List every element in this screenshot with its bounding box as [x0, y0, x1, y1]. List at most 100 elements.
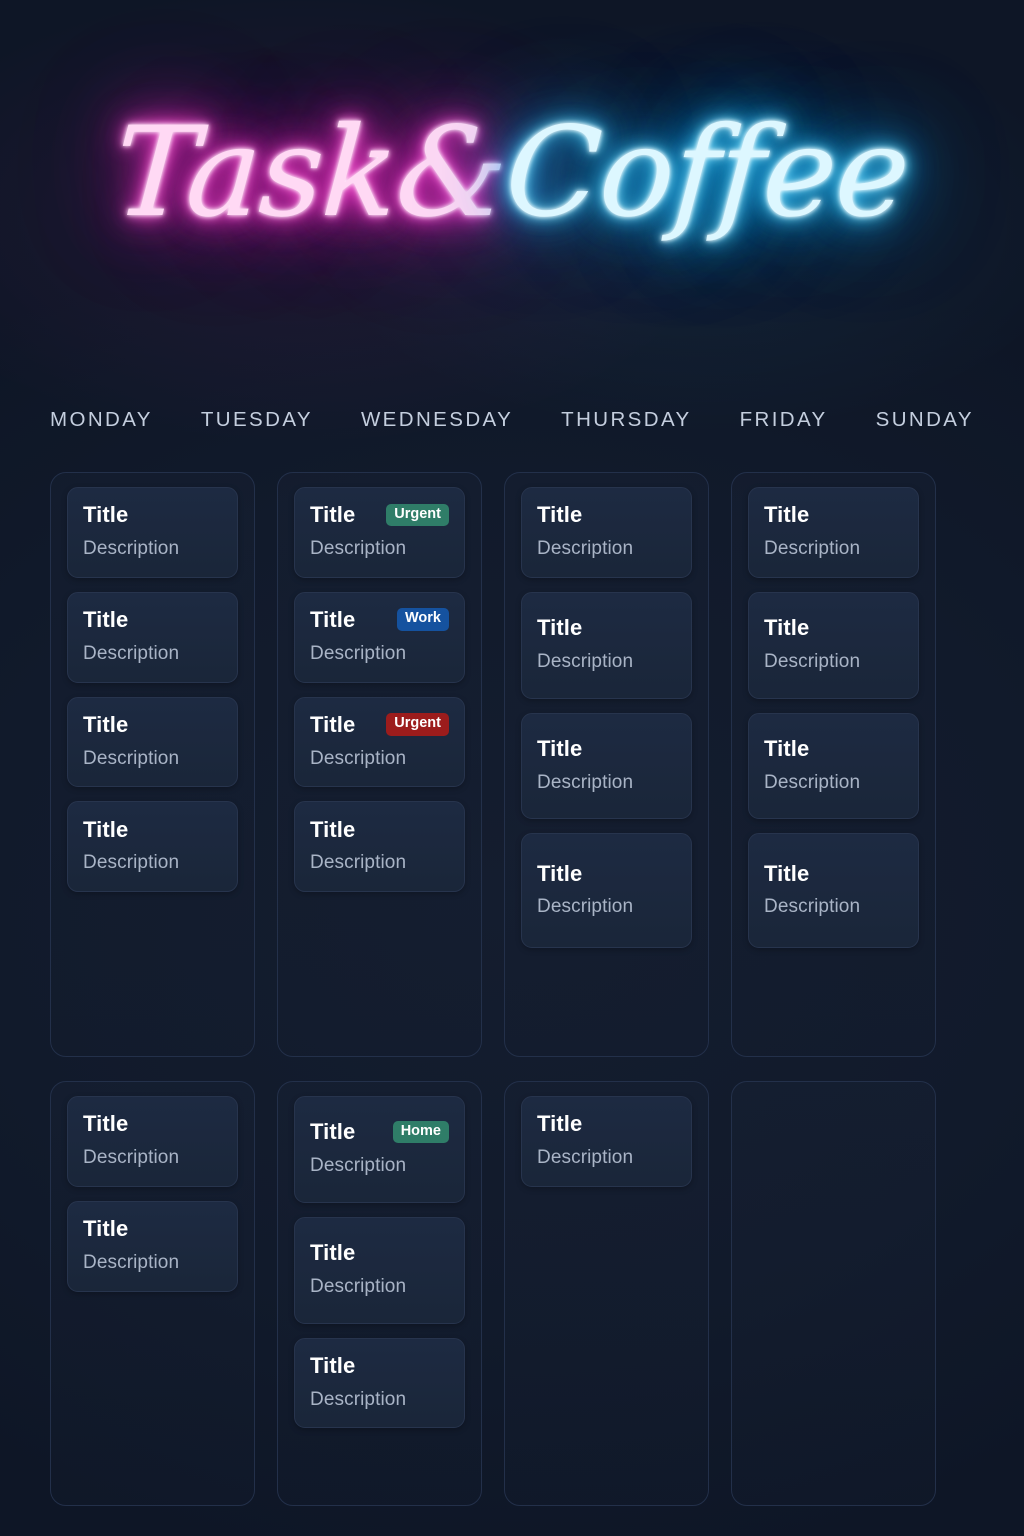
task-card-description: Description — [537, 771, 634, 793]
task-card-title: Title — [310, 1352, 356, 1378]
task-badge-home[interactable]: Home — [392, 1120, 449, 1144]
day-header-row: MONDAY TUESDAY WEDNESDAY THURSDAY FRIDAY SUND… — [50, 408, 974, 432]
neon-title-banner: Task&Coffee — [0, 0, 1024, 382]
task-card-header: Title — [537, 502, 676, 528]
task-card-description: Description — [764, 650, 861, 672]
task-badge-urgent[interactable]: Urgent — [386, 713, 449, 737]
task-card-header: Title — [764, 615, 903, 641]
task-card[interactable]: Title Description — [67, 801, 238, 893]
task-badge-work[interactable]: Work — [397, 608, 449, 632]
task-card[interactable]: Title Description — [67, 1096, 238, 1187]
task-card-description: Description — [310, 1388, 407, 1410]
task-card-title: Title — [83, 502, 129, 528]
day-header-sunday[interactable]: SUNDAY — [875, 408, 974, 431]
task-card-header: Title — [764, 502, 903, 528]
task-card-description: Description — [310, 747, 407, 769]
task-card[interactable]: Title Description — [294, 1337, 465, 1429]
day-column-empty[interactable]: Title Description — [504, 1081, 709, 1506]
task-card-header: Title — [537, 1111, 676, 1137]
task-card-title: Title — [310, 502, 356, 528]
day-header-thursday[interactable]: THURSDAY — [561, 408, 692, 431]
task-card-header: Title — [764, 736, 903, 762]
task-card-description: Description — [310, 642, 407, 664]
task-card-description: Description — [83, 747, 180, 769]
task-card[interactable]: Title Description — [294, 1216, 465, 1324]
task-card-title: Title — [764, 502, 810, 528]
task-card[interactable]: Title Description — [521, 833, 692, 949]
task-card-title: Title — [310, 711, 356, 737]
task-card-header: Title — [537, 860, 676, 886]
task-card-title: Title — [764, 860, 810, 886]
task-card-title: Title — [537, 735, 583, 761]
task-card[interactable]: Title Home Description — [294, 1096, 465, 1203]
task-card-header: Title — [310, 816, 449, 842]
day-column-wednesday[interactable]: Title Description Title Description Title Des… — [504, 472, 709, 1057]
task-card-header: Title — [310, 1353, 449, 1379]
task-badge-urgent[interactable]: Urgent — [386, 503, 449, 527]
day-header-wednesday[interactable]: WEDNESDAY — [360, 408, 514, 431]
task-card[interactable]: Title Urgent Description — [294, 487, 465, 578]
task-card[interactable]: Title Description — [521, 591, 692, 699]
task-card-title: Title — [310, 607, 356, 633]
task-card-title: Title — [83, 607, 129, 633]
task-card-description: Description — [537, 1147, 634, 1168]
task-card[interactable]: Title Description — [748, 487, 919, 578]
task-card-title: Title — [83, 816, 129, 842]
app-title-coffee: Coffee — [501, 101, 914, 245]
task-card[interactable]: Title Description — [67, 591, 238, 683]
task-card[interactable]: Title Description — [748, 712, 919, 820]
task-card-description: Description — [83, 852, 180, 874]
task-card[interactable]: Title Description — [521, 487, 692, 578]
task-card[interactable]: Title Description — [67, 696, 238, 788]
task-card-description: Description — [537, 896, 634, 918]
task-card[interactable]: Title Description — [748, 833, 919, 949]
task-card[interactable]: Title Description — [67, 487, 238, 578]
task-card-description: Description — [537, 538, 634, 559]
task-card-title: Title — [83, 1216, 129, 1242]
day-column-monday[interactable]: Title Description Title Description Title Des… — [50, 472, 255, 1057]
task-card-title: Title — [310, 816, 356, 842]
task-card[interactable]: Title Description — [748, 591, 919, 699]
task-card-description: Description — [537, 650, 634, 672]
task-card-title: Title — [537, 502, 583, 528]
task-card-title: Title — [764, 735, 810, 761]
task-board: Title Description Title Description Title Des… — [50, 472, 974, 1506]
task-card[interactable]: Title Description — [67, 1200, 238, 1292]
day-column-friday[interactable]: Title Description Title Description — [50, 1081, 255, 1506]
day-header-friday[interactable]: FRIDAY — [739, 408, 828, 431]
task-card-header: Title — [537, 615, 676, 641]
task-card-header: Title — [310, 1240, 449, 1266]
task-card-title: Title — [537, 1111, 583, 1137]
task-card-description: Description — [764, 896, 861, 918]
task-card-description: Description — [764, 771, 861, 793]
task-card-header: Title Home — [310, 1119, 449, 1145]
day-column-empty[interactable] — [731, 1081, 936, 1506]
task-card-title: Title — [537, 615, 583, 641]
task-card-header: Title — [537, 736, 676, 762]
day-column-thursday[interactable]: Title Description Title Description Title Des… — [731, 472, 936, 1057]
task-card-description: Description — [83, 1147, 180, 1168]
task-card[interactable]: Title Work Description — [294, 591, 465, 683]
task-card-header: Title Urgent — [310, 502, 449, 528]
task-card-header: Title — [764, 860, 903, 886]
task-card[interactable]: Title Description — [294, 801, 465, 893]
task-card-description: Description — [310, 1275, 407, 1297]
task-card-header: Title Urgent — [310, 712, 449, 738]
task-card-header: Title — [83, 1216, 222, 1242]
app-title: Task&Coffee — [110, 101, 913, 245]
task-card-header: Title — [83, 607, 222, 633]
task-card[interactable]: Title Description — [521, 712, 692, 820]
task-card-title: Title — [83, 711, 129, 737]
day-header-tuesday[interactable]: TUESDAY — [200, 408, 313, 431]
day-header-monday[interactable]: MONDAY — [50, 408, 153, 431]
task-card-header: Title Work — [310, 607, 449, 633]
task-card-title: Title — [83, 1111, 129, 1137]
task-card[interactable]: Title Description — [521, 1096, 692, 1187]
task-card-title: Title — [537, 860, 583, 886]
day-column-tuesday[interactable]: Title Urgent Description Title Work Descripti… — [277, 472, 482, 1057]
task-card-description: Description — [310, 538, 407, 559]
task-card-header: Title — [83, 816, 222, 842]
task-card[interactable]: Title Urgent Description — [294, 696, 465, 788]
day-column-sunday[interactable]: Title Home Description Title Description Titl… — [277, 1081, 482, 1506]
task-card-title: Title — [310, 1119, 356, 1145]
